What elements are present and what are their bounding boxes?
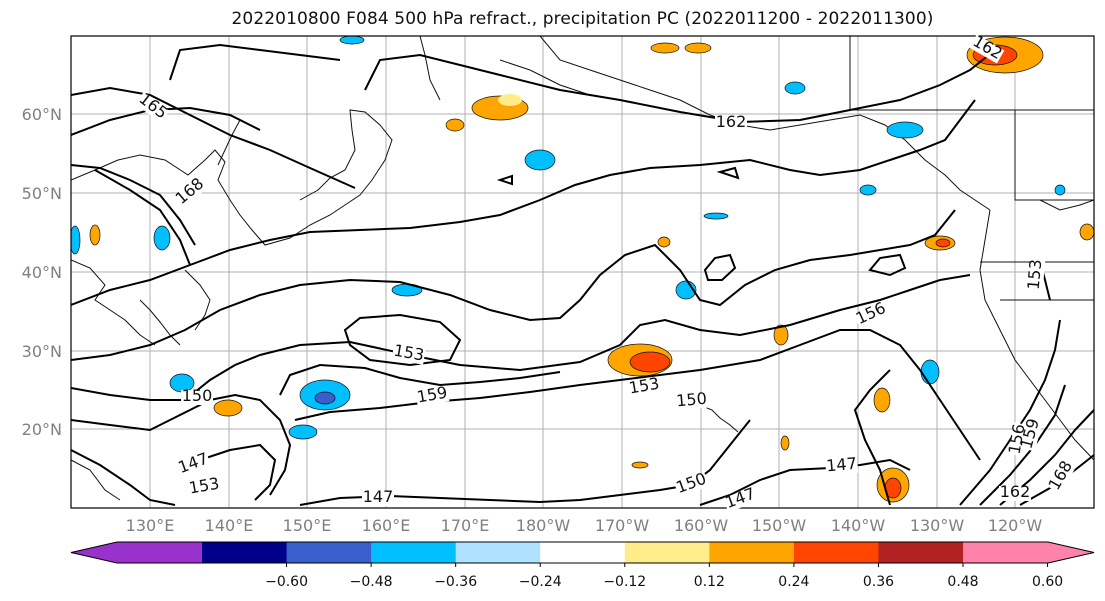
svg-text:162: 162 [716, 112, 747, 131]
contour-label: 147 [362, 487, 394, 506]
contour-label: 153 [1024, 258, 1046, 292]
colorbar-segment [709, 542, 795, 563]
lon-tick-label: 150°E [283, 516, 332, 535]
contour-label: 150 [181, 386, 213, 405]
contour-label: 147 [825, 454, 859, 476]
svg-text:147: 147 [363, 487, 394, 506]
lon-tick-label: 130°W [910, 516, 965, 535]
longitude-labels: 130°E 140°E 150°E 160°E 170°E 180°W 170°W 160°W… [126, 516, 1043, 535]
colorbar-segment [540, 542, 626, 563]
colorbar-segment [455, 542, 541, 563]
lon-tick-label: 180°W [516, 516, 571, 535]
lon-tick-label: 130°E [126, 516, 175, 535]
lat-tick-label: 60°N [22, 105, 62, 124]
precip-shading [71, 36, 1094, 503]
colorbar-tick-label: −0.24 [519, 574, 562, 590]
colorbar-segment [878, 542, 964, 563]
chart-title: 2022010800 F084 500 hPa refract., precip… [231, 9, 934, 29]
lat-tick-label: 40°N [22, 263, 62, 282]
lon-tick-label: 120°W [988, 516, 1043, 535]
lat-tick-label: 30°N [22, 342, 62, 361]
svg-text:153: 153 [1024, 258, 1046, 290]
colorbar-tick-label: 0.36 [863, 574, 894, 590]
lon-tick-label: 140°W [831, 516, 886, 535]
colorbar-tick-label: −0.36 [434, 574, 477, 590]
latitude-labels: 60°N 50°N 40°N 30°N 20°N [22, 105, 62, 439]
lat-tick-label: 50°N [22, 184, 62, 203]
lon-tick-label: 170°E [441, 516, 490, 535]
contour-label: 153 [187, 474, 222, 498]
colorbar-segment [286, 542, 372, 563]
colorbar-tick-label: −0.48 [350, 574, 393, 590]
colorbar-segment [371, 542, 457, 563]
colorbar: −0.60 −0.48 −0.36 −0.24 −0.12 0.12 0.24 0.36 0.4… [70, 541, 1095, 590]
lon-tick-label: 160°E [362, 516, 411, 535]
contour-label: 153 [627, 374, 662, 398]
lon-tick-label: 140°E [205, 516, 254, 535]
svg-text:162: 162 [1000, 482, 1031, 501]
colorbar-tick-label: −0.60 [265, 574, 308, 590]
colorbar-segment [793, 542, 879, 563]
contour-label: 159 [415, 383, 450, 407]
lat-tick-label: 20°N [22, 420, 62, 439]
contour-label: 162 [715, 112, 747, 131]
svg-text:150: 150 [675, 389, 707, 411]
svg-text:147: 147 [825, 454, 857, 476]
colorbar-tick-label: 0.24 [778, 574, 809, 590]
lon-tick-label: 150°W [752, 516, 807, 535]
colorbar-extend-max [963, 542, 1094, 563]
lon-tick-label: 170°W [595, 516, 650, 535]
colorbar-tick-label: 0.60 [1032, 574, 1063, 590]
colorbar-segment [624, 542, 710, 563]
colorbar-tick-label: 0.48 [947, 574, 978, 590]
svg-text:150: 150 [182, 386, 213, 405]
colorbar-tick-label: −0.12 [603, 574, 646, 590]
lon-tick-label: 160°W [674, 516, 729, 535]
colorbar-segment [202, 542, 288, 563]
colorbar-tick-label: 0.12 [694, 574, 725, 590]
contour-label: 162 [999, 482, 1031, 501]
map-frame [70, 35, 1095, 509]
coastlines [71, 36, 1094, 501]
contour-label: 150 [675, 389, 709, 411]
